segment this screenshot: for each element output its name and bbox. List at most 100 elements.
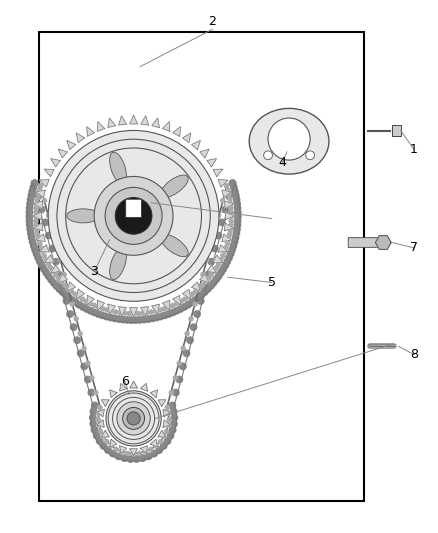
Circle shape [170, 408, 177, 415]
Circle shape [46, 262, 50, 266]
Text: 2: 2 [208, 15, 216, 28]
Circle shape [198, 298, 204, 304]
Circle shape [194, 289, 198, 293]
Circle shape [43, 269, 49, 276]
Circle shape [34, 215, 38, 219]
Circle shape [133, 317, 139, 324]
Circle shape [35, 224, 39, 228]
Polygon shape [183, 289, 191, 299]
Circle shape [171, 415, 177, 421]
Circle shape [217, 262, 221, 266]
Polygon shape [218, 180, 228, 187]
Polygon shape [218, 245, 228, 252]
Circle shape [176, 376, 183, 383]
Circle shape [26, 209, 32, 215]
Circle shape [166, 406, 170, 409]
Circle shape [90, 421, 96, 427]
Circle shape [32, 247, 38, 253]
Circle shape [149, 310, 153, 314]
Circle shape [164, 438, 171, 444]
Circle shape [233, 230, 240, 237]
Circle shape [166, 311, 172, 317]
Circle shape [229, 224, 233, 228]
Circle shape [35, 201, 39, 205]
Polygon shape [191, 141, 201, 150]
Circle shape [49, 245, 56, 252]
Circle shape [154, 309, 158, 313]
Circle shape [60, 280, 64, 284]
Circle shape [188, 300, 195, 306]
Circle shape [145, 311, 149, 314]
Circle shape [149, 315, 156, 321]
Circle shape [180, 363, 186, 369]
Circle shape [159, 440, 162, 443]
Circle shape [144, 450, 148, 454]
Circle shape [35, 254, 41, 261]
Polygon shape [141, 306, 148, 316]
Polygon shape [67, 141, 76, 150]
Polygon shape [33, 212, 42, 220]
Circle shape [35, 228, 39, 232]
Circle shape [115, 197, 152, 235]
Polygon shape [150, 390, 158, 398]
Circle shape [234, 200, 240, 207]
Circle shape [105, 308, 109, 312]
Circle shape [201, 285, 208, 291]
Circle shape [96, 438, 103, 444]
Circle shape [156, 447, 162, 453]
Polygon shape [34, 223, 43, 231]
Circle shape [42, 199, 46, 203]
Circle shape [141, 311, 145, 315]
Circle shape [26, 213, 32, 220]
Text: 7: 7 [410, 241, 418, 254]
Circle shape [167, 305, 171, 309]
Circle shape [192, 297, 198, 303]
Circle shape [226, 193, 232, 199]
Circle shape [91, 427, 98, 433]
Circle shape [153, 314, 160, 321]
Circle shape [100, 442, 107, 449]
Circle shape [166, 424, 170, 427]
Polygon shape [51, 159, 60, 167]
Circle shape [219, 258, 223, 262]
Circle shape [28, 192, 35, 199]
Polygon shape [51, 265, 60, 273]
Polygon shape [163, 409, 170, 417]
Text: 8: 8 [410, 348, 418, 361]
Circle shape [230, 180, 236, 187]
Circle shape [193, 302, 197, 306]
Circle shape [39, 246, 43, 249]
Circle shape [154, 444, 158, 448]
Polygon shape [173, 127, 180, 136]
Text: 5: 5 [268, 276, 276, 289]
Circle shape [229, 211, 233, 214]
Polygon shape [97, 409, 104, 417]
Circle shape [111, 315, 118, 321]
Circle shape [169, 402, 176, 409]
Circle shape [83, 306, 90, 312]
Circle shape [224, 246, 228, 249]
Ellipse shape [160, 235, 188, 257]
Polygon shape [119, 306, 127, 316]
Circle shape [31, 243, 37, 249]
Polygon shape [191, 282, 201, 291]
Circle shape [73, 292, 77, 296]
Polygon shape [162, 301, 170, 310]
Circle shape [50, 228, 54, 232]
Circle shape [28, 235, 35, 241]
Circle shape [162, 306, 166, 311]
Circle shape [60, 285, 66, 291]
Text: 1: 1 [410, 143, 418, 156]
Circle shape [74, 317, 78, 321]
Circle shape [27, 222, 33, 228]
Circle shape [126, 451, 130, 455]
Circle shape [234, 205, 241, 211]
Circle shape [72, 300, 79, 306]
Circle shape [82, 346, 86, 350]
Circle shape [48, 276, 54, 282]
Circle shape [92, 402, 98, 409]
Circle shape [221, 254, 225, 258]
Circle shape [232, 235, 239, 241]
Circle shape [215, 232, 222, 239]
Circle shape [205, 258, 209, 262]
